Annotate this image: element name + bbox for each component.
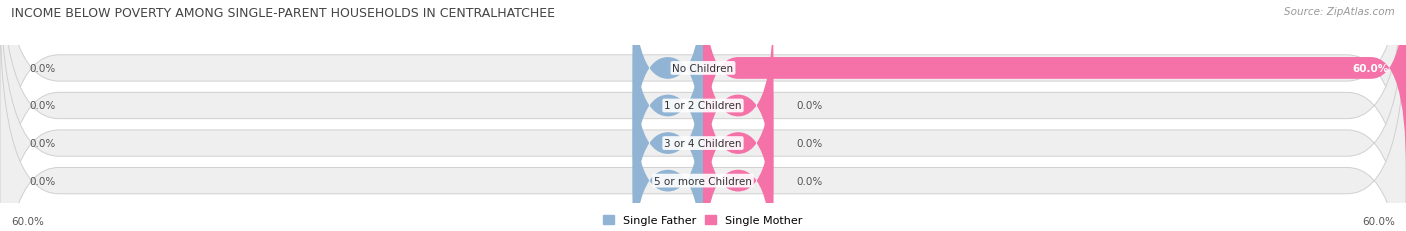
Text: 60.0%: 60.0% bbox=[11, 216, 44, 226]
FancyBboxPatch shape bbox=[633, 5, 703, 207]
Text: 0.0%: 0.0% bbox=[797, 138, 823, 149]
Text: 0.0%: 0.0% bbox=[30, 138, 56, 149]
FancyBboxPatch shape bbox=[703, 5, 773, 207]
Text: Source: ZipAtlas.com: Source: ZipAtlas.com bbox=[1284, 7, 1395, 17]
FancyBboxPatch shape bbox=[633, 79, 703, 231]
FancyBboxPatch shape bbox=[703, 79, 773, 231]
Text: 1 or 2 Children: 1 or 2 Children bbox=[664, 101, 742, 111]
FancyBboxPatch shape bbox=[703, 42, 773, 231]
FancyBboxPatch shape bbox=[633, 42, 703, 231]
Text: 0.0%: 0.0% bbox=[797, 101, 823, 111]
Text: 0.0%: 0.0% bbox=[30, 176, 56, 186]
Text: 5 or more Children: 5 or more Children bbox=[654, 176, 752, 186]
Text: 3 or 4 Children: 3 or 4 Children bbox=[664, 138, 742, 149]
FancyBboxPatch shape bbox=[703, 0, 1406, 170]
FancyBboxPatch shape bbox=[633, 0, 703, 170]
FancyBboxPatch shape bbox=[0, 7, 1406, 231]
Text: 60.0%: 60.0% bbox=[1353, 64, 1389, 74]
Text: No Children: No Children bbox=[672, 64, 734, 74]
Text: 0.0%: 0.0% bbox=[797, 176, 823, 186]
Text: 0.0%: 0.0% bbox=[30, 101, 56, 111]
Legend: Single Father, Single Mother: Single Father, Single Mother bbox=[603, 215, 803, 225]
Text: INCOME BELOW POVERTY AMONG SINGLE-PARENT HOUSEHOLDS IN CENTRALHATCHEE: INCOME BELOW POVERTY AMONG SINGLE-PARENT… bbox=[11, 7, 555, 20]
Text: 60.0%: 60.0% bbox=[1362, 216, 1395, 226]
Text: 0.0%: 0.0% bbox=[30, 64, 56, 74]
